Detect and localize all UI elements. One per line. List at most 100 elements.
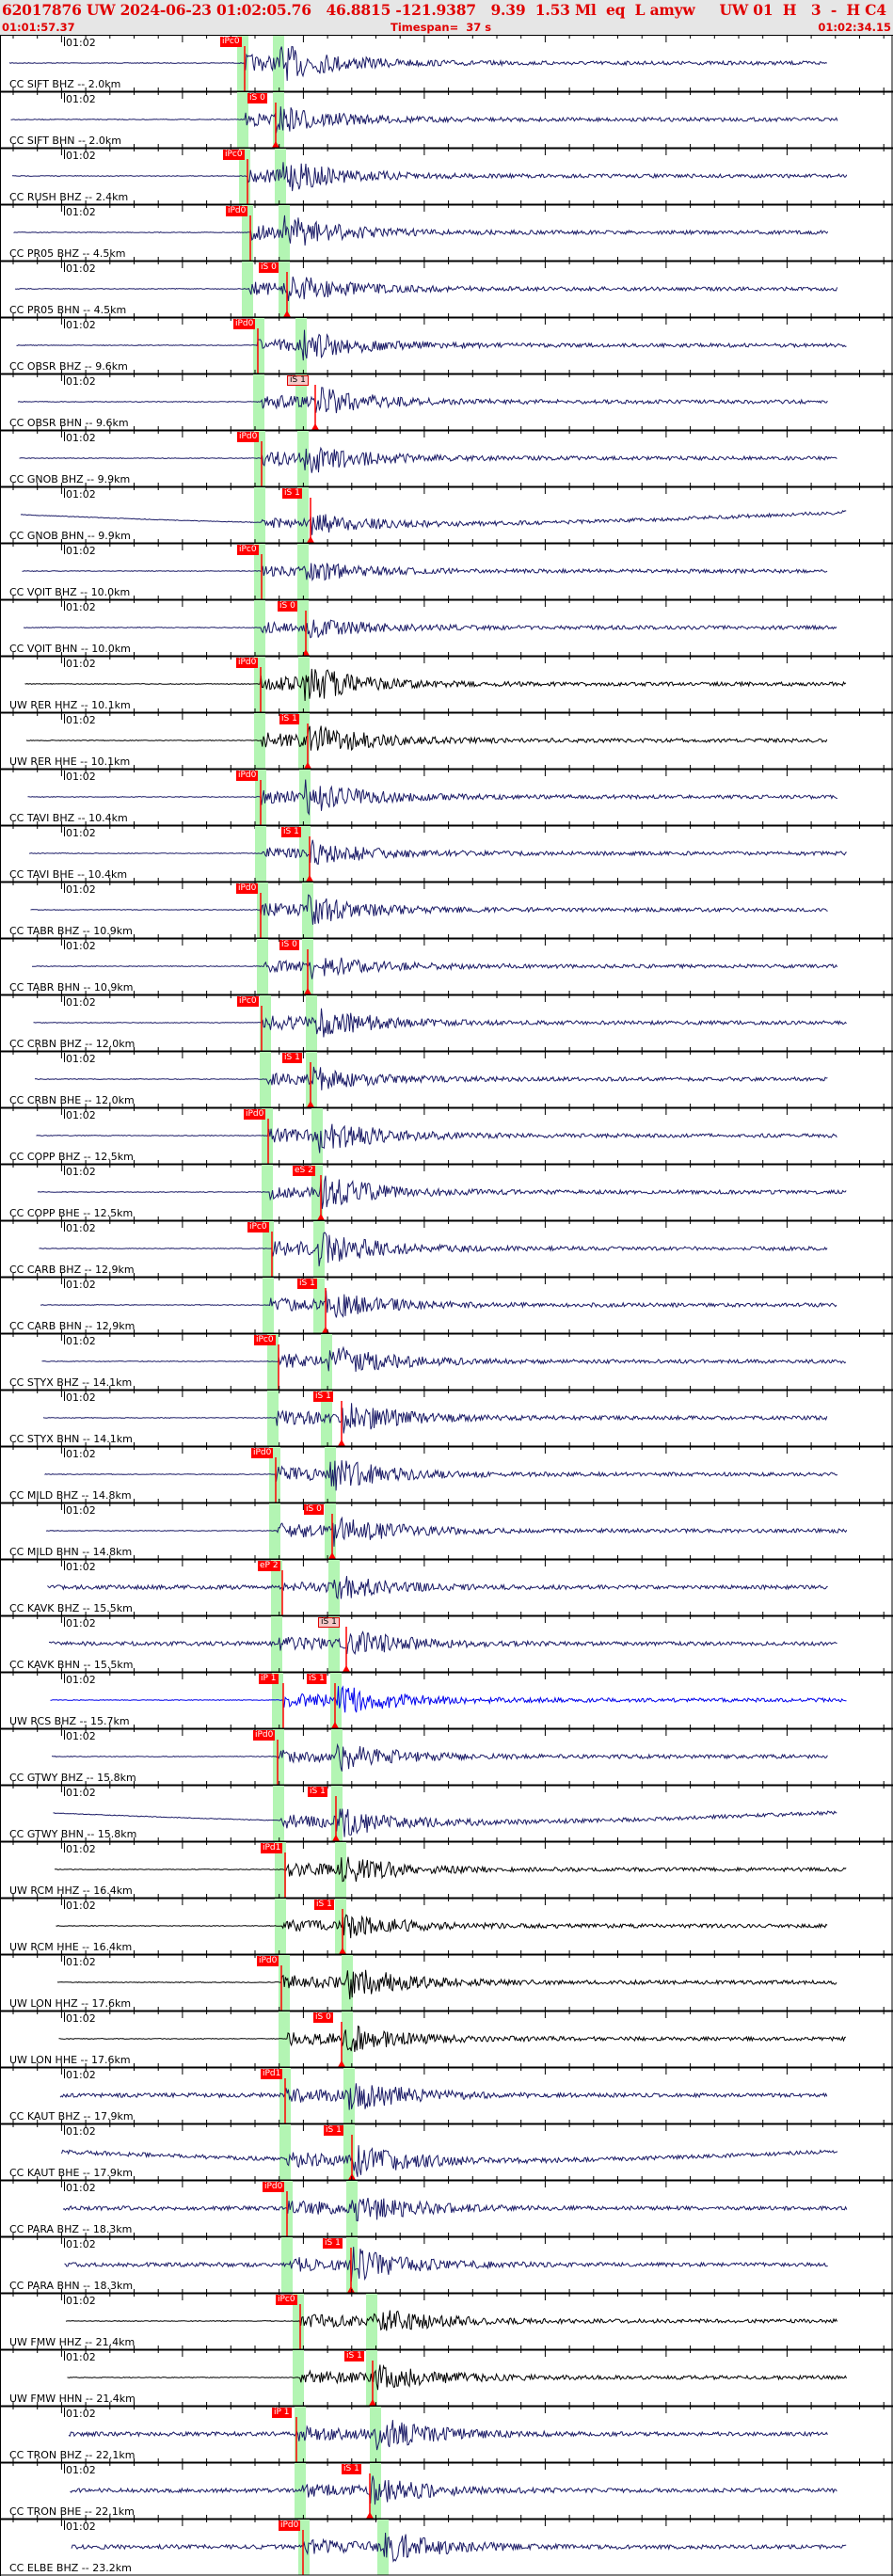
station-label: CC TAVI BHE -- 10.4km bbox=[9, 868, 128, 881]
trace-panel[interactable] bbox=[0, 426, 893, 486]
trace-panel[interactable] bbox=[0, 2007, 893, 2067]
s-pick-flag[interactable]: iS 1 bbox=[279, 714, 299, 724]
p-pick-flag[interactable]: iPd0 bbox=[253, 1730, 276, 1741]
s-pick-flag[interactable]: iS 1 bbox=[318, 1617, 340, 1628]
s-pick-flag[interactable]: iS 1 bbox=[281, 827, 301, 837]
p-pick-flag[interactable]: iPd0 bbox=[236, 883, 259, 894]
p-pick-flag[interactable]: iPd1 bbox=[261, 2069, 283, 2079]
s-pick-flag[interactable]: iS 1 bbox=[307, 1674, 327, 1684]
trace-panel[interactable] bbox=[0, 1160, 893, 1220]
s-pick-flag[interactable]: iS 0 bbox=[259, 262, 279, 273]
trace-panel[interactable] bbox=[0, 2289, 893, 2349]
p-pick-flag[interactable]: iPd1 bbox=[261, 1843, 283, 1853]
trace-panel[interactable] bbox=[0, 257, 893, 317]
trace-panel[interactable] bbox=[0, 765, 893, 825]
s-pick-flag[interactable]: iS 1 bbox=[287, 375, 309, 386]
p-pick-flag[interactable]: iP 1 bbox=[259, 1674, 279, 1684]
trace-panel[interactable] bbox=[0, 2176, 893, 2236]
s-pick-flag[interactable]: iS 1 bbox=[314, 1900, 334, 1910]
p-pick-flag[interactable]: iPd0 bbox=[251, 1448, 274, 1458]
trace-panel[interactable] bbox=[0, 2345, 893, 2406]
p-pick-flag[interactable]: iP 1 bbox=[272, 2408, 292, 2418]
trace-panel[interactable] bbox=[0, 2402, 893, 2462]
trace-panel[interactable] bbox=[0, 144, 893, 204]
trace-panel[interactable] bbox=[0, 2233, 893, 2293]
trace-panel[interactable] bbox=[0, 596, 893, 656]
trace-panel[interactable] bbox=[0, 1216, 893, 1277]
p-pick-flag[interactable]: iPc0 bbox=[254, 1335, 276, 1345]
trace-panel[interactable] bbox=[0, 1273, 893, 1333]
p-pick-flag[interactable]: iPd0 bbox=[244, 1109, 266, 1120]
p-pick-flag[interactable]: iPc0 bbox=[220, 37, 242, 47]
trace-panel[interactable] bbox=[0, 2515, 893, 2575]
p-pick-flag[interactable]: iPd0 bbox=[263, 2182, 285, 2192]
p-pick-flag[interactable]: iPd0 bbox=[226, 206, 248, 216]
s-pick-flag[interactable]: iS 0 bbox=[304, 1504, 324, 1515]
p-pick-flag[interactable]: iPc0 bbox=[223, 150, 245, 160]
trace-panel[interactable] bbox=[0, 1725, 893, 1785]
trace-panel[interactable] bbox=[0, 652, 893, 712]
p-pick-flag[interactable]: iPc0 bbox=[276, 2295, 297, 2305]
trace-panel[interactable] bbox=[0, 1781, 893, 1841]
trace-panel[interactable] bbox=[0, 1837, 893, 1898]
p-pick-flag[interactable]: iPd0 bbox=[236, 771, 259, 781]
p-pick-flag[interactable]: iPd0 bbox=[236, 658, 259, 668]
trace-panel[interactable] bbox=[0, 878, 893, 938]
trace-panel[interactable] bbox=[0, 2063, 893, 2123]
s-pick-flag[interactable]: iS 0 bbox=[247, 93, 267, 103]
trace-panel[interactable] bbox=[0, 1329, 893, 1390]
s-pick-flag[interactable]: iS 1 bbox=[297, 1279, 317, 1289]
trace-panel[interactable] bbox=[0, 370, 893, 430]
s-pick-flag[interactable]: iS 1 bbox=[324, 2125, 343, 2136]
trace-panel[interactable] bbox=[0, 483, 893, 543]
s-pick-flag[interactable]: iS 1 bbox=[344, 2351, 364, 2361]
seismogram-plot[interactable]: 01:02 CC SIFT BHZ -- 2.0km iPc0 01:02 CC SIF… bbox=[0, 35, 893, 2576]
p-pick-flag[interactable]: iPd0 bbox=[237, 432, 260, 442]
trace-panel[interactable] bbox=[0, 1612, 893, 1672]
s-pick-flag[interactable]: iS 0 bbox=[279, 940, 299, 950]
trace-panel[interactable] bbox=[0, 708, 893, 769]
p-pick-flag[interactable]: iPd0 bbox=[233, 319, 256, 329]
s-pick-flag[interactable]: iS 1 bbox=[282, 488, 302, 499]
trace-panel[interactable] bbox=[0, 539, 893, 599]
station-label: UW RCM HHZ -- 16.4km bbox=[9, 1884, 133, 1897]
p-pick-flag[interactable]: iPc0 bbox=[237, 996, 259, 1007]
trace-panel[interactable] bbox=[0, 821, 893, 882]
trace-panel[interactable] bbox=[0, 1894, 893, 1954]
s-pick-flag[interactable]: iS 1 bbox=[308, 1787, 327, 1797]
minute-label: 01:02 bbox=[66, 319, 96, 331]
trace-panel[interactable] bbox=[0, 87, 893, 148]
trace-panel[interactable] bbox=[0, 991, 893, 1051]
s-pick-flag[interactable]: iS 0 bbox=[278, 601, 297, 612]
trace-panel[interactable] bbox=[0, 934, 893, 994]
s-pick-flag[interactable]: iS 1 bbox=[313, 1391, 333, 1402]
s-pick-flag[interactable]: iS 1 bbox=[282, 1053, 302, 1063]
trace-panel[interactable] bbox=[0, 1442, 893, 1503]
station-label: CC COPP BHZ -- 12.5km bbox=[9, 1151, 134, 1163]
trace-panel[interactable] bbox=[0, 313, 893, 374]
trace-panel[interactable] bbox=[0, 1499, 893, 1559]
s-pick-flag[interactable]: iS 1 bbox=[323, 2238, 343, 2249]
minute-label: 01:02 bbox=[66, 1391, 96, 1404]
s-pick-flag[interactable]: eS 2 bbox=[293, 1166, 315, 1176]
trace-panel[interactable] bbox=[0, 2120, 893, 2180]
trace-panel[interactable] bbox=[0, 200, 893, 261]
trace-panel[interactable] bbox=[0, 1555, 893, 1615]
trace-panel[interactable] bbox=[0, 1047, 893, 1107]
minute-label: 01:02 bbox=[66, 1787, 96, 1799]
p-pick-flag[interactable]: iPc0 bbox=[247, 1222, 269, 1232]
p-pick-flag[interactable]: iPc0 bbox=[237, 545, 259, 555]
p-pick-flag[interactable]: eP 2 bbox=[258, 1561, 280, 1571]
trace-panel[interactable] bbox=[0, 35, 893, 91]
minute-label: 01:02 bbox=[66, 375, 96, 388]
trace-panel[interactable] bbox=[0, 1668, 893, 1728]
trace-panel[interactable] bbox=[0, 1104, 893, 1164]
s-pick-flag[interactable]: iS 0 bbox=[313, 2012, 333, 2023]
s-pick-flag[interactable]: iS 1 bbox=[342, 2464, 361, 2474]
p-pick-flag[interactable]: iPd0 bbox=[257, 1956, 279, 1966]
station-label: CC ELBE BHZ -- 23.2km bbox=[9, 2562, 132, 2574]
trace-panel[interactable] bbox=[0, 1950, 893, 2011]
trace-panel[interactable] bbox=[0, 1386, 893, 1446]
p-pick-flag[interactable]: iPd0 bbox=[279, 2520, 301, 2531]
trace-panel[interactable] bbox=[0, 2458, 893, 2519]
